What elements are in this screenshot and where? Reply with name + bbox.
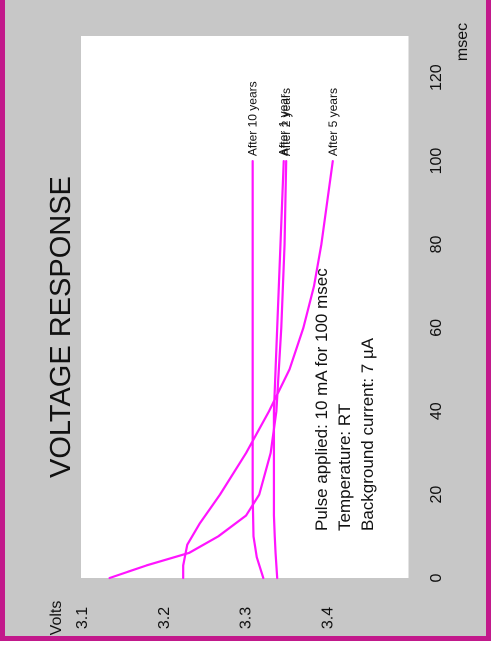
series-label-3: After 5 years	[326, 88, 340, 156]
grid	[81, 36, 409, 578]
chart-frame: After 1 year After 2 years After 5 years Af…	[0, 0, 491, 641]
x-tick-label: 120	[428, 64, 445, 91]
series-label-2: After 2 years	[279, 88, 293, 156]
y-tick-label: 3.4	[319, 607, 336, 629]
y-axis-label: Volts	[48, 601, 65, 636]
note-background-current: Background current: 7 µA	[358, 337, 377, 531]
y-tick-label: 3.2	[156, 607, 173, 629]
x-tick-label: 0	[428, 573, 445, 582]
note-pulse: Pulse applied: 10 mA for 100 msec	[312, 268, 331, 531]
series-line-4	[251, 159, 265, 580]
series-label-1: After 1 year	[277, 94, 291, 156]
x-tick-label: 80	[428, 235, 445, 253]
chart-title: VOLTAGE RESPONSE	[45, 176, 77, 478]
series-label-4: After 10 years	[246, 81, 260, 156]
note-temperature: Temperature: RT	[335, 404, 354, 531]
x-tick-label: 100	[428, 148, 445, 175]
x-tick-label: 60	[428, 319, 445, 337]
x-tick-label: 20	[428, 486, 445, 504]
x-axis-label: msec	[454, 23, 471, 61]
tick-labels: 3.1 3.2 3.3 3.4 0 20 40 60 80 100 120	[74, 64, 445, 629]
series-line-3	[182, 159, 334, 580]
series-line-2	[108, 159, 288, 580]
x-tick-label: 40	[428, 402, 445, 420]
y-tick-label: 3.1	[74, 607, 91, 629]
y-tick-label: 3.3	[238, 607, 255, 629]
